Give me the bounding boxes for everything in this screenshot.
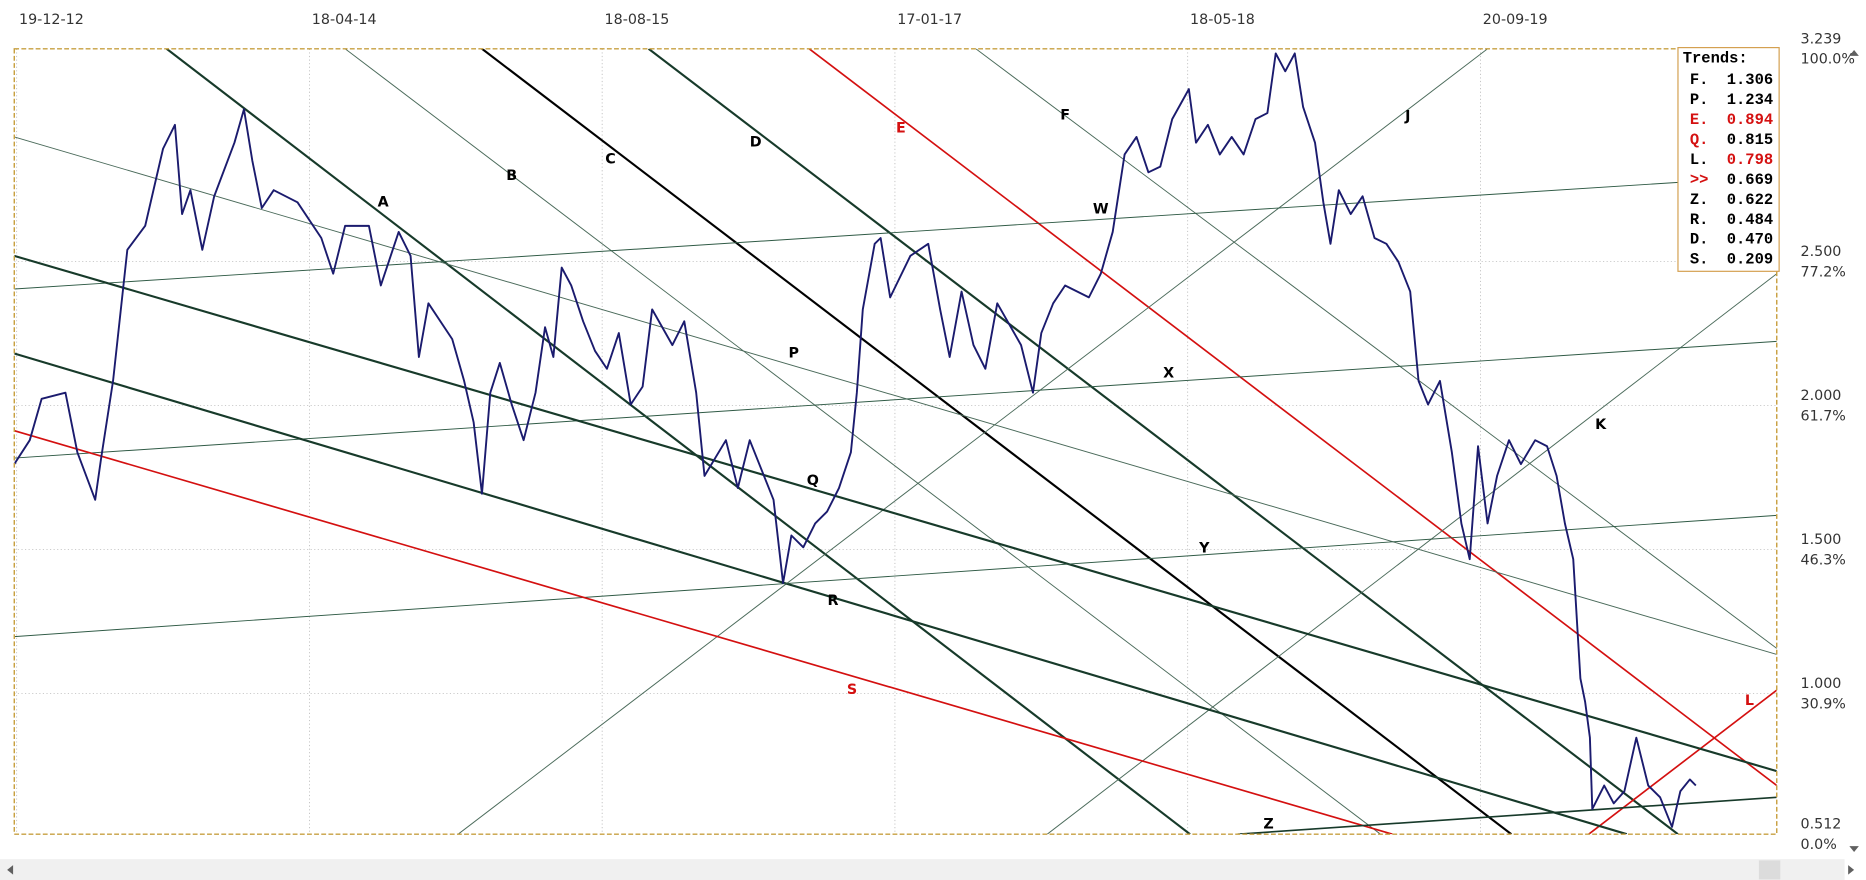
y-tick-percent: 100.0%	[1801, 51, 1855, 67]
trend-name: F.	[1690, 71, 1709, 89]
y-tick-percent: 61.7%	[1801, 408, 1846, 424]
price-line	[14, 52, 1697, 828]
trendline-label: B	[506, 168, 517, 184]
trendline-label: W	[1093, 201, 1109, 217]
x-tick-label: 18-05-18	[1190, 12, 1255, 28]
trend-value: 0.798	[1727, 151, 1773, 169]
trendline	[14, 352, 1628, 835]
plot-border	[13, 48, 1778, 835]
trendline-label: F	[1060, 107, 1070, 123]
trendline-label: Z	[1263, 817, 1273, 833]
trend-value: 1.306	[1727, 71, 1773, 89]
trend-name: D.	[1690, 231, 1709, 249]
trendline	[808, 48, 1777, 787]
trendline-label: R	[828, 593, 839, 609]
trend-name: Q.	[1690, 131, 1709, 149]
trendline	[14, 514, 1777, 638]
x-tick-label: 19-12-12	[19, 12, 84, 28]
trend-value: 0.484	[1727, 211, 1773, 229]
trendline-label: K	[1595, 417, 1607, 433]
x-tick-label: 17-01-17	[897, 12, 962, 28]
h-scrollbar[interactable]	[0, 859, 1845, 880]
trend-value: 0.815	[1727, 131, 1773, 149]
trendline	[14, 340, 1777, 459]
scroll-left[interactable]	[7, 865, 14, 875]
trend-name: R.	[1690, 211, 1709, 229]
y-tick-percent: 0.0%	[1801, 837, 1837, 853]
trendline-label: X	[1163, 366, 1174, 382]
trendlines	[14, 48, 1777, 835]
trends-title: Trends:	[1683, 49, 1748, 67]
trend-value: 0.622	[1727, 191, 1773, 209]
trend-value: 0.470	[1727, 231, 1773, 249]
trendline	[1237, 796, 1777, 835]
trend-value: 0.894	[1727, 111, 1773, 129]
trendline	[14, 175, 1777, 290]
trendline	[344, 48, 1381, 835]
x-tick-label: 18-08-15	[605, 12, 670, 28]
trendline-label: C	[605, 151, 615, 167]
trendline	[165, 48, 1191, 835]
y-tick-label: 2.500	[1801, 244, 1842, 260]
trend-value: 0.209	[1727, 251, 1773, 269]
trendline	[457, 48, 1488, 835]
trend-name: L.	[1690, 151, 1709, 169]
trendline-label: J	[1404, 108, 1410, 124]
x-tick-label: 20-09-19	[1483, 12, 1548, 28]
scroll-down[interactable]	[1849, 846, 1859, 853]
scroll-thumb[interactable]	[1758, 860, 1781, 880]
trendline-label: A	[378, 194, 389, 210]
trendline	[647, 48, 1679, 835]
scroll-end[interactable]	[1848, 865, 1855, 875]
trend-name: S.	[1690, 251, 1709, 269]
trendline	[975, 48, 1777, 649]
trendline	[14, 254, 1777, 773]
y-tick-percent: 30.9%	[1801, 696, 1846, 712]
trends-box	[1677, 47, 1780, 272]
trendline	[14, 136, 1777, 655]
y-tick-label: 1.500	[1801, 532, 1842, 548]
trendline	[481, 48, 1513, 835]
y-tick-label: 2.000	[1801, 388, 1842, 404]
trend-name: P.	[1690, 91, 1709, 109]
trendline-label: Y	[1198, 540, 1210, 556]
trend-value: 0.669	[1727, 171, 1773, 189]
scrollbars	[0, 49, 1859, 880]
y-tick-percent: 77.2%	[1801, 264, 1846, 280]
trend-name: Z.	[1690, 191, 1709, 209]
trendline	[1046, 273, 1777, 835]
trend-name: >>	[1690, 171, 1709, 189]
trendline-label: L	[1745, 693, 1754, 709]
trend-name: E.	[1690, 111, 1709, 129]
trendline	[1588, 689, 1777, 835]
trendline-label: S	[847, 682, 857, 698]
trend-value: 1.234	[1727, 91, 1773, 109]
trendline-label: E	[896, 121, 906, 137]
y-tick-percent: 46.3%	[1801, 552, 1846, 568]
trendline-label: D	[750, 135, 762, 151]
x-tick-label: 18-04-14	[312, 12, 377, 28]
trendline-label: P	[789, 346, 799, 362]
y-tick-label: 0.512	[1801, 817, 1842, 833]
trendline-label: Q	[807, 473, 819, 489]
trendline	[14, 429, 1393, 835]
scroll-up[interactable]	[1849, 49, 1859, 56]
y-tick-label: 3.239	[1801, 31, 1842, 47]
y-tick-label: 1.000	[1801, 676, 1842, 692]
